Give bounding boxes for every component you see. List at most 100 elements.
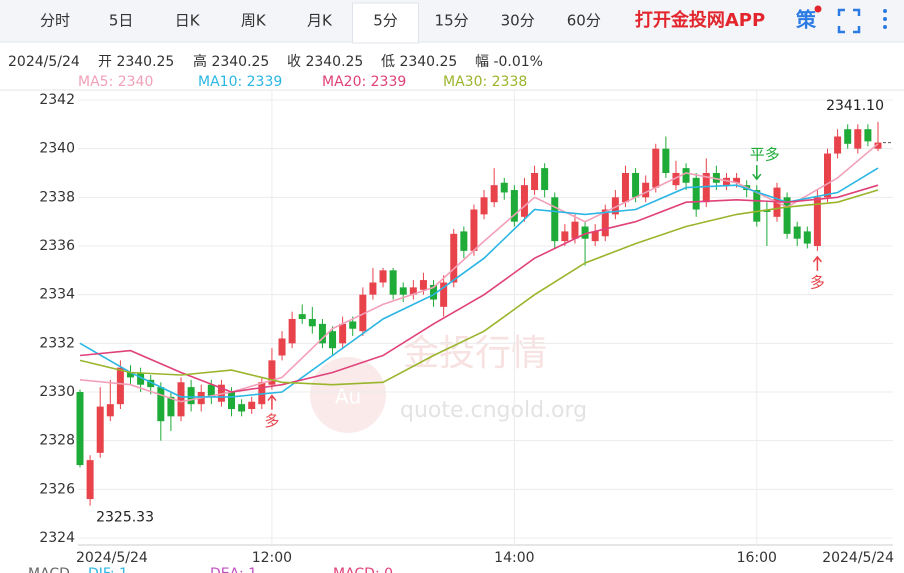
candle-body: [106, 404, 114, 417]
candle-body: [662, 148, 670, 173]
signal-arrow: [267, 394, 277, 410]
tab[interactable]: 分时: [40, 12, 70, 30]
candle-body: [571, 221, 579, 239]
y-tick-label: 2326: [39, 481, 75, 497]
candle-body: [702, 173, 710, 203]
candle-body: [531, 173, 539, 191]
legend-item: MA20: 2339: [322, 74, 406, 90]
tab[interactable]: 60分: [567, 12, 601, 30]
legend-item: MA10: 2339: [198, 74, 282, 90]
candle-body: [96, 406, 104, 453]
signal-label: 平多: [750, 146, 780, 164]
y-tick-label: 2342: [39, 92, 75, 108]
candle-body: [490, 185, 498, 203]
tab[interactable]: 周K: [241, 12, 267, 30]
signal-arrow: [812, 255, 822, 271]
info-item: 开 2340.25: [98, 54, 174, 70]
signal-arrow: [752, 165, 762, 181]
candle-body: [399, 287, 407, 295]
candle-body: [76, 392, 84, 465]
candle-body: [238, 404, 246, 412]
candle-body: [581, 226, 589, 239]
ma-line: [79, 184, 879, 393]
candle-body: [874, 142, 882, 149]
tab[interactable]: 5日: [109, 12, 134, 30]
tab[interactable]: 日K: [175, 12, 201, 30]
candle-body: [207, 384, 215, 397]
candle-body: [177, 382, 185, 417]
tab[interactable]: 15分: [435, 12, 469, 30]
y-tick-label: 2338: [39, 189, 75, 205]
candle-body: [147, 379, 155, 388]
candle-body: [349, 321, 357, 329]
tab[interactable]: 月K: [307, 12, 333, 30]
info-item: 2024/5/24: [8, 54, 80, 70]
candle-body: [318, 323, 326, 344]
candle-body: [733, 177, 741, 183]
fullscreen-button[interactable]: [837, 8, 861, 34]
more-button[interactable]: [883, 9, 887, 29]
candle-body: [409, 287, 417, 295]
candle-body: [329, 331, 337, 349]
max-label: 2341.10: [826, 98, 884, 114]
tab[interactable]: 30分: [501, 12, 535, 30]
candle-body: [450, 233, 458, 283]
candle-body: [248, 401, 256, 410]
y-tick-label: 2324: [39, 530, 75, 546]
min-label: 2325.33: [96, 510, 154, 526]
candle-body: [611, 197, 619, 215]
macd-item: MACD: [28, 566, 70, 573]
candle-body: [137, 372, 145, 385]
candle-body: [116, 367, 124, 405]
watermark-title: 金投行情: [403, 333, 547, 374]
tab[interactable]: 5分: [373, 12, 398, 30]
x-tick-label: 12:00: [252, 550, 292, 566]
candle-body: [621, 173, 629, 203]
candle-body: [823, 153, 831, 198]
candle-body: [682, 168, 690, 183]
candle-body: [632, 173, 640, 198]
macd-item: DIF: 1: [88, 566, 128, 573]
watermark-logo: Au: [335, 385, 361, 409]
tab-active: [352, 2, 419, 44]
info-item: 低 2340.25: [381, 54, 457, 70]
x-tick-label: 2024/5/24: [76, 550, 148, 566]
candle-body: [308, 319, 316, 327]
candle-body: [127, 372, 135, 378]
candle-body: [510, 190, 518, 222]
candle-body: [783, 197, 791, 234]
watermark: Au 金投行情 quote.cngold.org: [310, 333, 587, 433]
promo-link[interactable]: 打开金投网APP: [635, 9, 765, 31]
candle-body: [652, 148, 660, 188]
candle-body: [440, 282, 448, 307]
candle-body: [601, 209, 609, 237]
info-item: 高 2340.25: [193, 53, 269, 70]
candle-body: [844, 129, 852, 144]
strategy-button[interactable]: 策: [796, 8, 817, 32]
candle-body: [187, 387, 195, 405]
candle-body: [86, 460, 94, 500]
candle-body: [753, 190, 761, 222]
candle-body: [268, 360, 276, 385]
candle-body: [813, 197, 821, 246]
candle-body: [864, 129, 872, 142]
y-tick-label: 2334: [39, 287, 75, 303]
badge-dot: [814, 5, 822, 13]
candle-body: [379, 270, 387, 283]
candle-body: [591, 231, 599, 242]
macd-item: DEA: 1: [210, 566, 257, 573]
candle-body: [288, 319, 296, 344]
candle-body: [480, 197, 488, 215]
candle-body: [551, 197, 559, 242]
candle-body: [369, 282, 377, 295]
candle-body: [854, 129, 862, 149]
y-tick-label: 2328: [39, 433, 75, 449]
candle-body: [359, 294, 367, 332]
candle-body: [167, 396, 175, 417]
candle-body: [298, 314, 306, 319]
candle-body: [561, 231, 569, 242]
x-tick-label: 16:00: [737, 550, 777, 566]
y-tick-label: 2340: [39, 141, 75, 157]
info-item: 收 2340.25: [287, 54, 363, 70]
